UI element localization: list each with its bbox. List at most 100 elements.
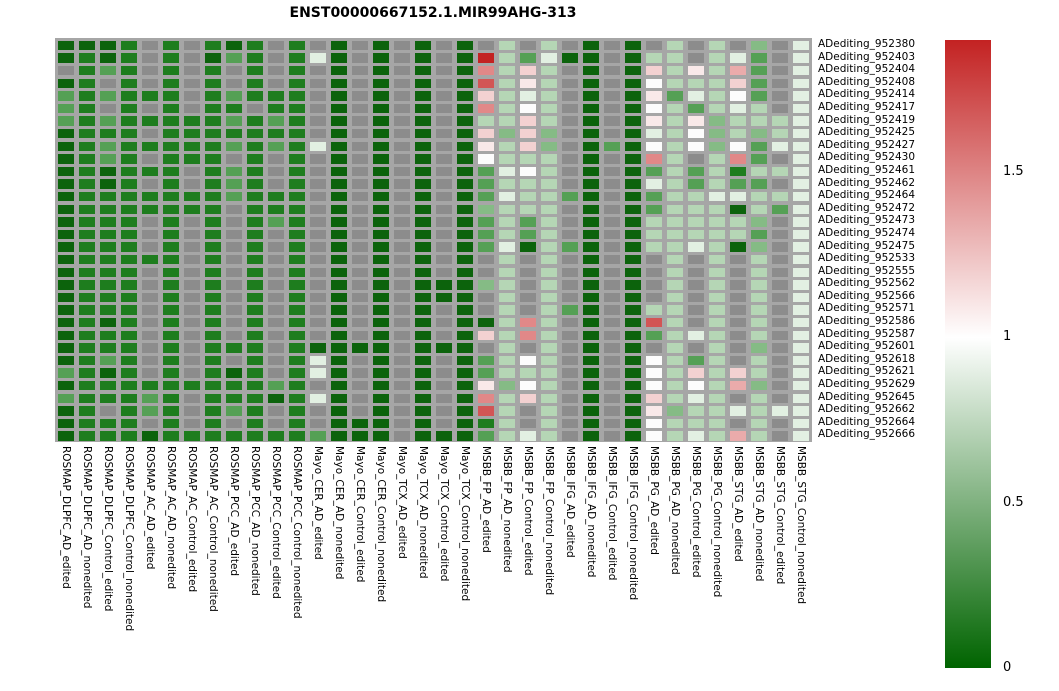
- heatmap-cell: [520, 280, 536, 290]
- heatmap-cell: [478, 380, 494, 391]
- heatmap-cell: [394, 53, 410, 63]
- heatmap-cell: [79, 406, 95, 416]
- heatmap-cell: [352, 166, 368, 177]
- heatmap-cell: [352, 242, 368, 252]
- heatmap-cell: [772, 91, 788, 101]
- heatmap-cell: [730, 179, 746, 189]
- heatmap-cell: [142, 355, 158, 366]
- heatmap-cell: [667, 179, 683, 189]
- heatmap-cell: [541, 66, 557, 76]
- heatmap-cell: [79, 129, 95, 139]
- heatmap-cell: [205, 141, 221, 152]
- heatmap-cell: [163, 368, 179, 378]
- heatmap-cell: [436, 116, 452, 126]
- heatmap-cell: [541, 280, 557, 290]
- heatmap-cell: [121, 141, 137, 152]
- column-label: MSBB_IFG_Control_nonedited: [627, 446, 639, 601]
- heatmap-cell: [436, 141, 452, 152]
- heatmap-cell: [562, 317, 578, 328]
- heatmap-cell: [478, 418, 494, 429]
- heatmap-cell: [394, 242, 410, 252]
- heatmap-cell: [625, 355, 641, 366]
- heatmap-cell: [121, 280, 137, 290]
- heatmap-cell: [646, 254, 662, 265]
- heatmap-cell: [520, 431, 536, 441]
- heatmap-cell: [373, 305, 389, 315]
- heatmap-cell: [688, 217, 704, 227]
- heatmap-cell: [142, 292, 158, 303]
- heatmap-cell: [625, 317, 641, 328]
- heatmap-cell: [520, 368, 536, 378]
- row-label: ADediting_952666: [818, 428, 915, 441]
- heatmap-cell: [163, 418, 179, 429]
- heatmap-cell: [520, 292, 536, 303]
- heatmap-cell: [58, 355, 74, 366]
- heatmap-cell: [646, 431, 662, 441]
- heatmap-cell: [142, 418, 158, 429]
- heatmap-cell: [646, 129, 662, 139]
- heatmap-cell: [268, 116, 284, 126]
- heatmap-cell: [457, 53, 473, 63]
- heatmap-cell: [184, 154, 200, 164]
- heatmap-cell: [247, 368, 263, 378]
- heatmap-cell: [415, 305, 431, 315]
- heatmap-cell: [79, 192, 95, 202]
- heatmap-cell: [688, 305, 704, 315]
- heatmap-cell: [709, 53, 725, 63]
- heatmap-cell: [457, 368, 473, 378]
- heatmap-cell: [205, 53, 221, 63]
- heatmap-cell: [478, 431, 494, 441]
- heatmap-cell: [478, 179, 494, 189]
- heatmap-cell: [121, 217, 137, 227]
- heatmap-cell: [79, 66, 95, 76]
- heatmap-cell: [268, 53, 284, 63]
- heatmap-cell: [730, 40, 746, 51]
- heatmap-cell: [583, 393, 599, 403]
- heatmap-cell: [688, 78, 704, 89]
- heatmap-cell: [226, 280, 242, 290]
- heatmap-cell: [583, 40, 599, 51]
- heatmap-cell: [289, 179, 305, 189]
- heatmap-cell: [121, 154, 137, 164]
- heatmap-cell: [394, 292, 410, 303]
- heatmap-cell: [520, 53, 536, 63]
- heatmap-cell: [226, 267, 242, 277]
- heatmap-cell: [184, 267, 200, 277]
- heatmap-cell: [604, 254, 620, 265]
- heatmap-cell: [310, 380, 326, 391]
- heatmap-cell: [709, 330, 725, 340]
- heatmap-cell: [331, 66, 347, 76]
- heatmap-cell: [541, 103, 557, 114]
- column-label: MSBB_STG_AD_edited: [732, 446, 744, 562]
- heatmap-cell: [562, 129, 578, 139]
- heatmap-cell: [310, 154, 326, 164]
- heatmap-cell: [772, 418, 788, 429]
- heatmap-cell: [289, 267, 305, 277]
- heatmap-cell: [562, 192, 578, 202]
- heatmap-cell: [100, 406, 116, 416]
- row-label: ADediting_952566: [818, 289, 915, 302]
- heatmap-cell: [793, 242, 809, 252]
- column-label: Mayo_TCX_Control_edited: [438, 446, 450, 582]
- heatmap-cell: [499, 229, 515, 240]
- heatmap-cell: [667, 418, 683, 429]
- heatmap-cell: [121, 267, 137, 277]
- heatmap-cell: [310, 280, 326, 290]
- row-label: ADediting_952403: [818, 50, 915, 63]
- heatmap-cell: [667, 141, 683, 152]
- heatmap-cell: [478, 267, 494, 277]
- heatmap-cell: [478, 343, 494, 353]
- heatmap-cell: [163, 141, 179, 152]
- heatmap-cell: [289, 229, 305, 240]
- heatmap-cell: [205, 229, 221, 240]
- heatmap-cell: [751, 66, 767, 76]
- heatmap-cell: [751, 154, 767, 164]
- row-label: ADediting_952474: [818, 226, 915, 239]
- heatmap-cell: [310, 53, 326, 63]
- heatmap-cell: [541, 154, 557, 164]
- heatmap-cell: [772, 254, 788, 265]
- heatmap-cell: [583, 204, 599, 214]
- heatmap-cell: [541, 431, 557, 441]
- heatmap-cell: [709, 204, 725, 214]
- heatmap-cell: [289, 317, 305, 328]
